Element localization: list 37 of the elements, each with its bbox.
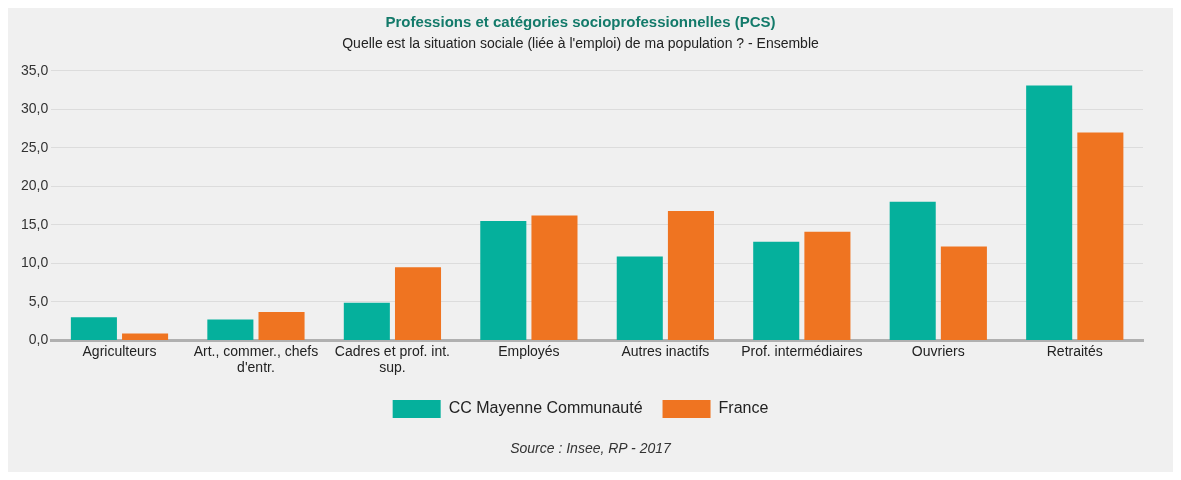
legend-label: CC Mayenne Communauté	[448, 399, 643, 417]
chart-title: Professions et catégories socioprofessionnelles (PCS)	[385, 13, 776, 31]
bar	[394, 267, 442, 340]
bar	[343, 302, 390, 340]
x-tick-label: Cadres et prof. int. sup.	[334, 342, 451, 376]
chart-subtitle: Quelle est la situation sociale (liée à l'emploi) de ma population ? - Ensemble	[342, 35, 819, 52]
y-tick-label: 15,0	[21, 215, 49, 232]
bar	[122, 333, 169, 340]
y-tick-label: 30,0	[21, 100, 49, 117]
bar	[1077, 132, 1124, 340]
bar	[940, 246, 987, 340]
x-tick-label: Autres inactifs	[621, 342, 710, 359]
x-tick-label: Ouvriers	[911, 342, 965, 359]
bar	[1026, 85, 1073, 340]
bar	[804, 231, 851, 340]
x-tick-label: Art., commer., chefs d'entr.	[193, 342, 319, 376]
bar	[531, 215, 578, 340]
y-tick-label: 5,0	[28, 292, 49, 309]
y-tick-label: 25,0	[21, 138, 49, 155]
y-tick-label: 10,0	[21, 254, 49, 271]
bar	[667, 210, 714, 340]
legend-label: France	[718, 399, 769, 417]
x-tick-label: Retraités	[1046, 342, 1103, 359]
x-tick-label: Agriculteurs	[82, 342, 157, 359]
source-note: Source : Insee, RP - 2017	[509, 439, 672, 456]
x-tick-label: Employés	[498, 342, 560, 359]
bar	[889, 201, 936, 340]
y-tick-label: 35,0	[21, 61, 49, 78]
bar	[616, 256, 663, 340]
y-tick-label: 20,0	[21, 177, 49, 194]
bar	[753, 241, 800, 340]
y-tick-label: 0,0	[28, 331, 49, 348]
bar	[480, 221, 527, 340]
x-tick-label: Prof. intermédiaires	[741, 342, 863, 359]
bar	[258, 311, 305, 340]
bar	[207, 319, 254, 340]
bar	[70, 317, 117, 340]
